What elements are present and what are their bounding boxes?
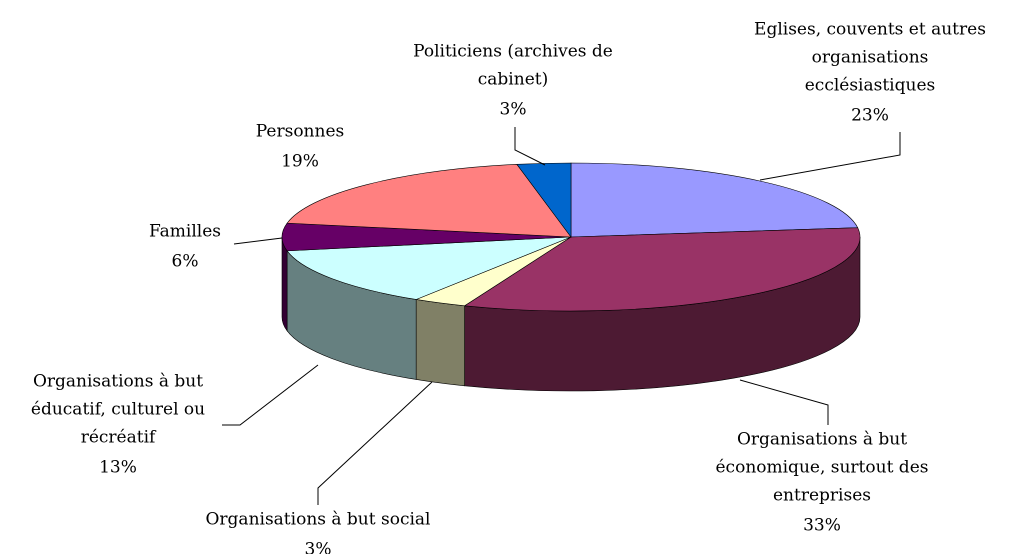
value-label: 3% [500, 100, 527, 120]
slice-label: éducatif, culturel ou [31, 400, 205, 420]
leader-line [222, 364, 319, 426]
pie-side [415, 299, 465, 387]
slice-label: Organisations à but [33, 372, 203, 392]
pie-slice [286, 164, 572, 238]
slice-label: Personnes [256, 122, 345, 142]
pie-side [281, 236, 288, 332]
value-label: 3% [305, 540, 332, 554]
value-label: 13% [99, 458, 137, 478]
slice-label: Politiciens (archives de [413, 42, 613, 62]
pie-slice [286, 236, 572, 300]
value-label: 33% [803, 516, 841, 536]
slice-label: organisations [812, 48, 929, 68]
slice-label: économique, surtout des [716, 458, 929, 478]
slice-label: entreprises [773, 486, 871, 506]
leader-line [759, 132, 901, 181]
slice-label: ecclésiastiques [805, 76, 936, 96]
value-label: 19% [281, 152, 319, 172]
leader-line [514, 127, 546, 166]
pie-slice [463, 227, 861, 312]
pie-slice [570, 162, 859, 238]
slice-label: Familles [149, 222, 221, 242]
slice-label: Organisations à but [737, 430, 907, 450]
slice-label: cabinet) [478, 70, 548, 90]
value-label: 23% [851, 106, 889, 126]
slice-label: Eglises, couvents et autres [754, 20, 986, 40]
pie-slice [516, 162, 572, 238]
leader-line [233, 237, 283, 245]
value-label: 6% [172, 252, 199, 272]
leader-line [739, 379, 829, 425]
slice-label: Organisations à but social [205, 510, 430, 530]
leader-line [317, 381, 433, 505]
slice-label: récréatif [81, 428, 157, 448]
